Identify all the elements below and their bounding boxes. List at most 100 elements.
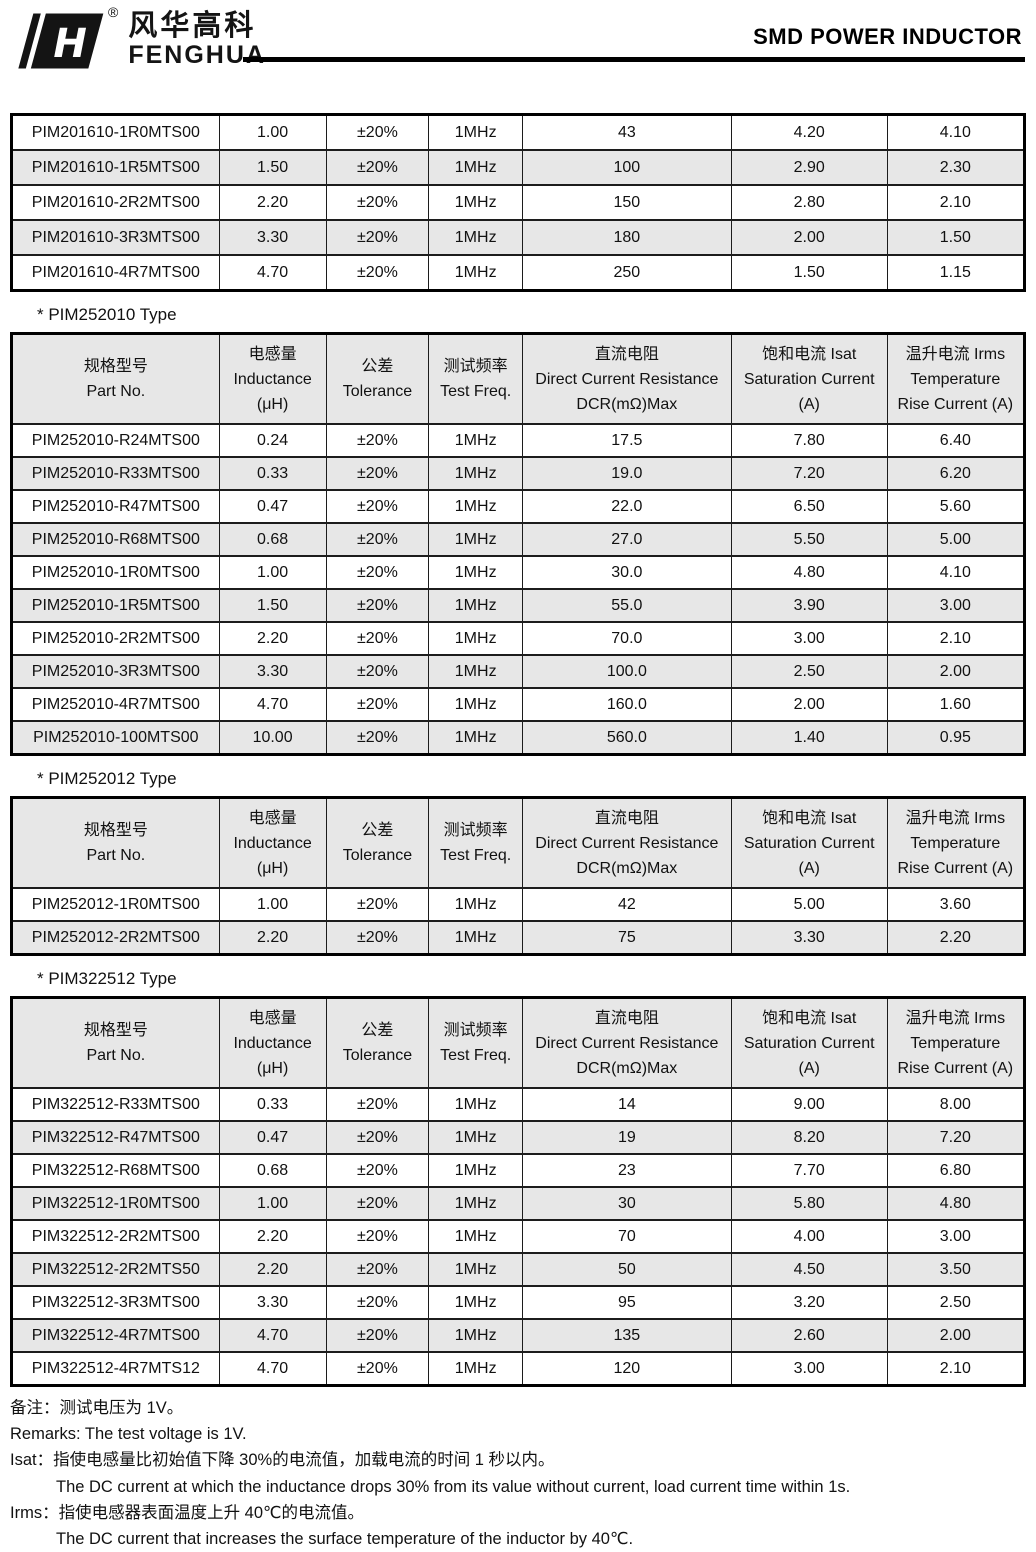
value-cell: 14 (522, 1087, 732, 1122)
value-cell: 160.0 (522, 687, 732, 722)
value-cell: ±20% (325, 149, 430, 186)
value-cell: 5.00 (730, 887, 888, 922)
value-cell: 100 (522, 149, 732, 186)
value-cell: 1MHz (428, 920, 524, 956)
column-header: 测试频率 Test Freq. (428, 332, 524, 425)
logo-text: 风华高科 FENGHUA (128, 12, 266, 68)
table-row: PIM201610-1R5MTS00 1.50 ±20% 1MHz 100 2.90 2.3… (11, 149, 1026, 186)
value-cell: 2.30 (886, 149, 1026, 186)
value-cell: 6.20 (886, 456, 1026, 491)
column-header-line: (A) (798, 395, 820, 413)
part-number-cell: PIM201610-1R5MTS00 (11, 149, 220, 186)
column-header-line: Direct Current Resistance (535, 834, 719, 852)
value-cell: 55.0 (522, 588, 732, 623)
value-cell: 1MHz (428, 887, 524, 922)
value-cell: 4.80 (730, 555, 888, 590)
value-cell: 3.30 (218, 219, 327, 256)
value-cell: 2.20 (218, 621, 327, 656)
column-header-line: Rise Current (A) (897, 1059, 1014, 1077)
value-cell: 120 (522, 1351, 732, 1387)
value-cell: 1MHz (428, 588, 524, 623)
column-header: 电感量 Inductance (μH) (218, 332, 327, 425)
value-cell: 2.20 (886, 920, 1026, 956)
spec-table-pim252010: 规格型号 Part No. 电感量 Inductance (μH) 公差 Tolerance… (10, 332, 1026, 756)
value-cell: 17.5 (522, 423, 732, 458)
column-header-line: Saturation Current (743, 370, 875, 388)
value-cell: 2.10 (886, 1351, 1026, 1387)
part-number-cell: PIM322512-R47MTS00 (11, 1120, 220, 1155)
value-cell: 1MHz (428, 1318, 524, 1353)
table-row: PIM201610-2R2MTS00 2.20 ±20% 1MHz 150 2.80 2.1… (11, 184, 1026, 221)
table-row: PIM252010-100MTS00 10.00 ±20% 1MHz 560.0 1.40… (11, 720, 1026, 756)
value-cell: 4.70 (218, 254, 327, 292)
column-header-line: DCR(mΩ)Max (576, 859, 678, 877)
value-cell: 3.00 (730, 621, 888, 656)
column-header: 测试频率 Test Freq. (428, 796, 524, 889)
column-header: 饱和电流 Isat Saturation Current (A) (730, 332, 888, 425)
value-cell: 1.00 (218, 555, 327, 590)
column-header-line: (μH) (256, 859, 289, 877)
value-cell: 1.60 (886, 687, 1026, 722)
page-header: H ® 风华高科 FENGHUA SMD POWER INDUCTOR (0, 0, 1036, 100)
value-cell: 7.70 (730, 1153, 888, 1188)
header-divider (243, 57, 1025, 62)
value-cell: ±20% (325, 522, 430, 557)
svg-text:H: H (53, 21, 86, 67)
table-row: PIM322512-2R2MTS50 2.20 ±20% 1MHz 50 4.50 3.50 (11, 1252, 1026, 1287)
value-cell: ±20% (325, 720, 430, 756)
value-cell: 2.20 (218, 1219, 327, 1254)
column-header-line: (A) (798, 1059, 820, 1077)
column-header-line: 温升电流 Irms (905, 345, 1006, 363)
table-row: PIM322512-R68MTS00 0.68 ±20% 1MHz 23 7.70 6.80 (11, 1153, 1026, 1188)
column-header: 温升电流 Irms Temperature Rise Current (A) (886, 332, 1026, 425)
value-cell: 2.00 (886, 654, 1026, 689)
value-cell: 0.24 (218, 423, 327, 458)
value-cell: 3.00 (730, 1351, 888, 1387)
header-row: 规格型号 Part No. 电感量 Inductance (μH) 公差 Tolerance… (11, 996, 1026, 1089)
value-cell: ±20% (325, 219, 430, 256)
column-header: 温升电流 Irms Temperature Rise Current (A) (886, 996, 1026, 1089)
value-cell: 2.00 (730, 687, 888, 722)
value-cell: 1MHz (428, 149, 524, 186)
column-header-line: Inductance (233, 1034, 312, 1052)
column-header-line: 直流电阻 (594, 345, 659, 363)
value-cell: ±20% (325, 254, 430, 292)
value-cell: 5.80 (730, 1186, 888, 1221)
column-header-line: 测试频率 (443, 822, 508, 839)
column-header-line: DCR(mΩ)Max (576, 395, 678, 413)
column-header-line: Inductance (233, 834, 312, 852)
column-header-line: Temperature (910, 1034, 1001, 1052)
value-cell: 1.00 (218, 113, 327, 151)
value-cell: 4.10 (886, 113, 1026, 151)
value-cell: 4.70 (218, 1318, 327, 1353)
column-header: 公差 Tolerance (325, 332, 430, 425)
column-header-line: (μH) (256, 1059, 289, 1077)
part-number-cell: PIM322512-2R2MTS50 (11, 1252, 220, 1287)
value-cell: 50 (522, 1252, 732, 1287)
section-heading-pim322512: * PIM322512 Type (37, 969, 177, 988)
note-line: Remarks: The test voltage is 1V. (10, 1425, 247, 1444)
column-header-line: 饱和电流 Isat (762, 1009, 857, 1027)
value-cell: 4.50 (730, 1252, 888, 1287)
column-header-line: Temperature (910, 834, 1001, 852)
fenghua-logo-icon: H (18, 13, 104, 69)
spec-table-pim201610: PIM201610-1R0MTS00 1.00 ±20% 1MHz 43 4.20 4.10… (10, 113, 1026, 292)
table-row: PIM201610-3R3MTS00 3.30 ±20% 1MHz 180 2.00 1.5… (11, 219, 1026, 256)
value-cell: ±20% (325, 1120, 430, 1155)
table-row: PIM201610-4R7MTS00 4.70 ±20% 1MHz 250 1.50 1.1… (11, 254, 1026, 292)
column-header-line: 电感量 (248, 345, 297, 363)
value-cell: 0.47 (218, 1120, 327, 1155)
column-header-line: 直流电阻 (594, 1009, 659, 1027)
column-header-line: 电感量 (248, 809, 297, 827)
section-heading-pim252010: * PIM252010 Type (37, 305, 177, 324)
value-cell: 2.00 (730, 219, 888, 256)
value-cell: 100.0 (522, 654, 732, 689)
value-cell: 7.20 (886, 1120, 1026, 1155)
column-header-line: Test Freq. (440, 847, 512, 864)
value-cell: 1.15 (886, 254, 1026, 292)
column-header-line: Direct Current Resistance (535, 370, 719, 388)
part-number-cell: PIM252010-R68MTS00 (11, 522, 220, 557)
value-cell: ±20% (325, 887, 430, 922)
value-cell: ±20% (325, 654, 430, 689)
